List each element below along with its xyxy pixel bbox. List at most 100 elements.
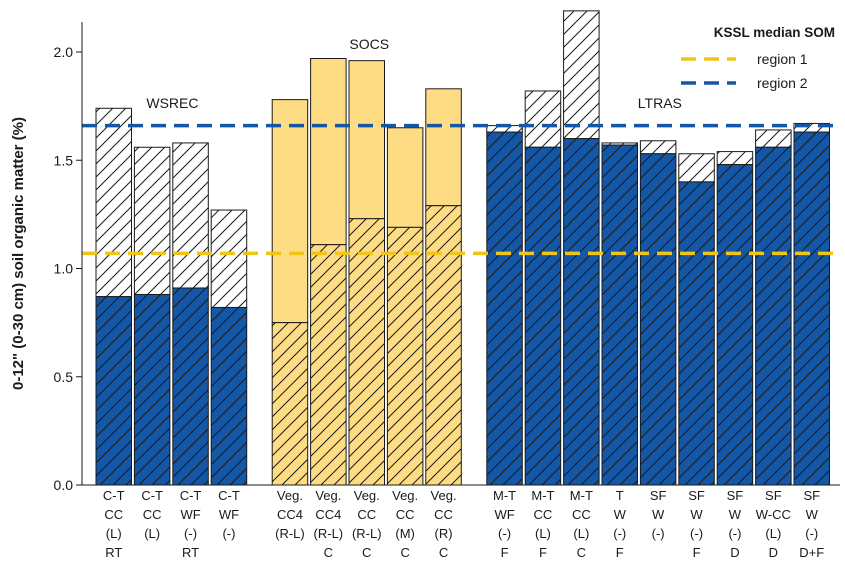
y-tick-label: 1.0 <box>54 261 74 277</box>
category-label-line: WF <box>219 507 239 522</box>
category-label-socs-2: Veg. CC4 (R-L) C <box>314 488 344 560</box>
category-label-line: F <box>539 545 547 560</box>
category-label-line: C-T <box>103 488 125 503</box>
bars-layer <box>95 10 830 486</box>
category-label-line: Veg. <box>431 488 457 503</box>
category-label-ltras-3: M-T CC (L) C <box>570 488 593 560</box>
category-label-line: Veg. <box>392 488 418 503</box>
bar-lower-hatch-ltras-1 <box>486 132 523 486</box>
category-label-line: CC <box>104 507 123 522</box>
bar-upper-hatch-ltras-9 <box>794 123 830 133</box>
group-label-wsrec: WSREC <box>146 95 198 111</box>
bar-lower-hatch-ltras-7 <box>717 164 753 485</box>
bar-upper-socs-4 <box>386 127 424 228</box>
bar-upper-hatch-ltras-4 <box>602 142 638 146</box>
category-label-line: (L) <box>765 526 781 541</box>
category-label-line: M-T <box>493 488 516 503</box>
bar-upper-hatch-wsrec-1 <box>96 108 132 297</box>
category-label-line: M-T <box>570 488 593 503</box>
category-label-line: W <box>806 507 819 522</box>
category-label-line: Veg. <box>277 488 303 503</box>
category-label-line: (R-L) <box>275 526 305 541</box>
category-label-line: (-) <box>184 526 197 541</box>
category-label-line: W-CC <box>756 507 791 522</box>
bar-lower-hatch-ltras-9 <box>794 132 830 486</box>
category-label-wsrec-1: C-T CC (L) RT <box>103 488 125 560</box>
bar-lower-hatch-wsrec-3 <box>172 287 209 485</box>
bar-upper-socs-5 <box>425 88 462 207</box>
category-label-line: SF <box>650 488 667 503</box>
category-label-line: (R-L) <box>314 526 344 541</box>
category-label-line: (L) <box>535 526 551 541</box>
category-label-line: RT <box>105 545 122 560</box>
category-label-ltras-2: M-T CC (L) F <box>531 488 554 560</box>
bar-lower-hatch-socs-3 <box>349 218 385 485</box>
category-label-line: Veg. <box>315 488 341 503</box>
category-label-wsrec-4: C-T WF (-) <box>218 488 240 541</box>
category-label-line: W <box>729 507 742 522</box>
group-label-ltras: LTRAS <box>638 95 682 111</box>
category-label-line: SF <box>727 488 744 503</box>
category-label-ltras-1: M-T WF (-) F <box>493 488 516 560</box>
category-label-ltras-8: SF W-CC (L) D <box>756 488 791 560</box>
y-tick-label: 1.5 <box>54 152 74 168</box>
category-label-line: (R) <box>435 526 453 541</box>
category-label-socs-5: Veg. CC (R) C <box>431 488 457 560</box>
axes: 0.0 0.5 1.0 1.5 2.0 0-12" (0-30 cm) soil orga… <box>10 22 840 493</box>
bar-upper-hatch-ltras-8 <box>755 129 792 148</box>
category-label-line: C <box>324 545 333 560</box>
labels: C-T CC (L) RTC-T CC (L)C-T WF (-) RTC-T WF (-)WSRE… <box>103 36 824 560</box>
bar-lower-hatch-socs-4 <box>387 227 423 486</box>
category-label-line: C-T <box>180 488 202 503</box>
category-label-line: D <box>769 545 778 560</box>
category-label-ltras-7: SF W (-) D <box>727 488 744 560</box>
category-label-socs-1: Veg. CC4 (R-L) <box>275 488 305 541</box>
category-label-line: CC <box>396 507 415 522</box>
category-label-ltras-9: SF W (-) D+F <box>799 488 824 560</box>
y-tick-label: 0.0 <box>54 477 74 493</box>
category-label-line: CC4 <box>315 507 341 522</box>
category-label-line: C-T <box>141 488 163 503</box>
category-label-line: SF <box>803 488 820 503</box>
category-label-line: RT <box>182 545 199 560</box>
category-label-line: (-) <box>728 526 741 541</box>
category-label-line: C <box>439 545 448 560</box>
category-label-line: CC <box>357 507 376 522</box>
legend-title: KSSL median SOM <box>714 25 835 40</box>
bar-upper-hatch-ltras-7 <box>717 151 753 165</box>
bar-upper-hatch-ltras-1 <box>486 125 523 133</box>
category-label-wsrec-3: C-T WF (-) RT <box>180 488 202 560</box>
category-label-line: (R-L) <box>352 526 382 541</box>
category-label-line: (-) <box>613 526 626 541</box>
category-label-line: Veg. <box>354 488 380 503</box>
category-label-line: M-T <box>531 488 554 503</box>
bar-lower-hatch-socs-2 <box>310 244 347 485</box>
bar-upper-socs-1 <box>271 99 309 324</box>
category-label-line: SF <box>688 488 705 503</box>
category-label-line: WF <box>180 507 200 522</box>
category-label-wsrec-2: C-T CC (L) <box>141 488 163 541</box>
legend-label-region-2: region 2 <box>757 75 808 91</box>
category-label-line: F <box>501 545 509 560</box>
category-label-socs-3: Veg. CC (R-L) C <box>352 488 382 560</box>
category-label-line: F <box>693 545 701 560</box>
bar-lower-hatch-ltras-5 <box>640 153 676 485</box>
category-label-line: W <box>614 507 627 522</box>
category-label-line: (M) <box>395 526 415 541</box>
bar-lower-hatch-socs-1 <box>272 322 308 485</box>
reference-lines <box>82 123 840 256</box>
y-tick-label: 2.0 <box>54 44 74 60</box>
bar-lower-hatch-ltras-3 <box>563 138 600 485</box>
bar-upper-hatch-ltras-3 <box>563 10 600 139</box>
category-label-line: C <box>362 545 371 560</box>
bar-upper-socs-3 <box>348 60 385 220</box>
bar-lower-hatch-ltras-4 <box>602 145 638 485</box>
category-label-line: CC <box>534 507 553 522</box>
bar-upper-hatch-ltras-5 <box>640 140 676 154</box>
y-tick-label: 0.5 <box>54 369 74 385</box>
category-label-line: SF <box>765 488 782 503</box>
category-label-line: (-) <box>652 526 665 541</box>
category-label-line: F <box>616 545 624 560</box>
